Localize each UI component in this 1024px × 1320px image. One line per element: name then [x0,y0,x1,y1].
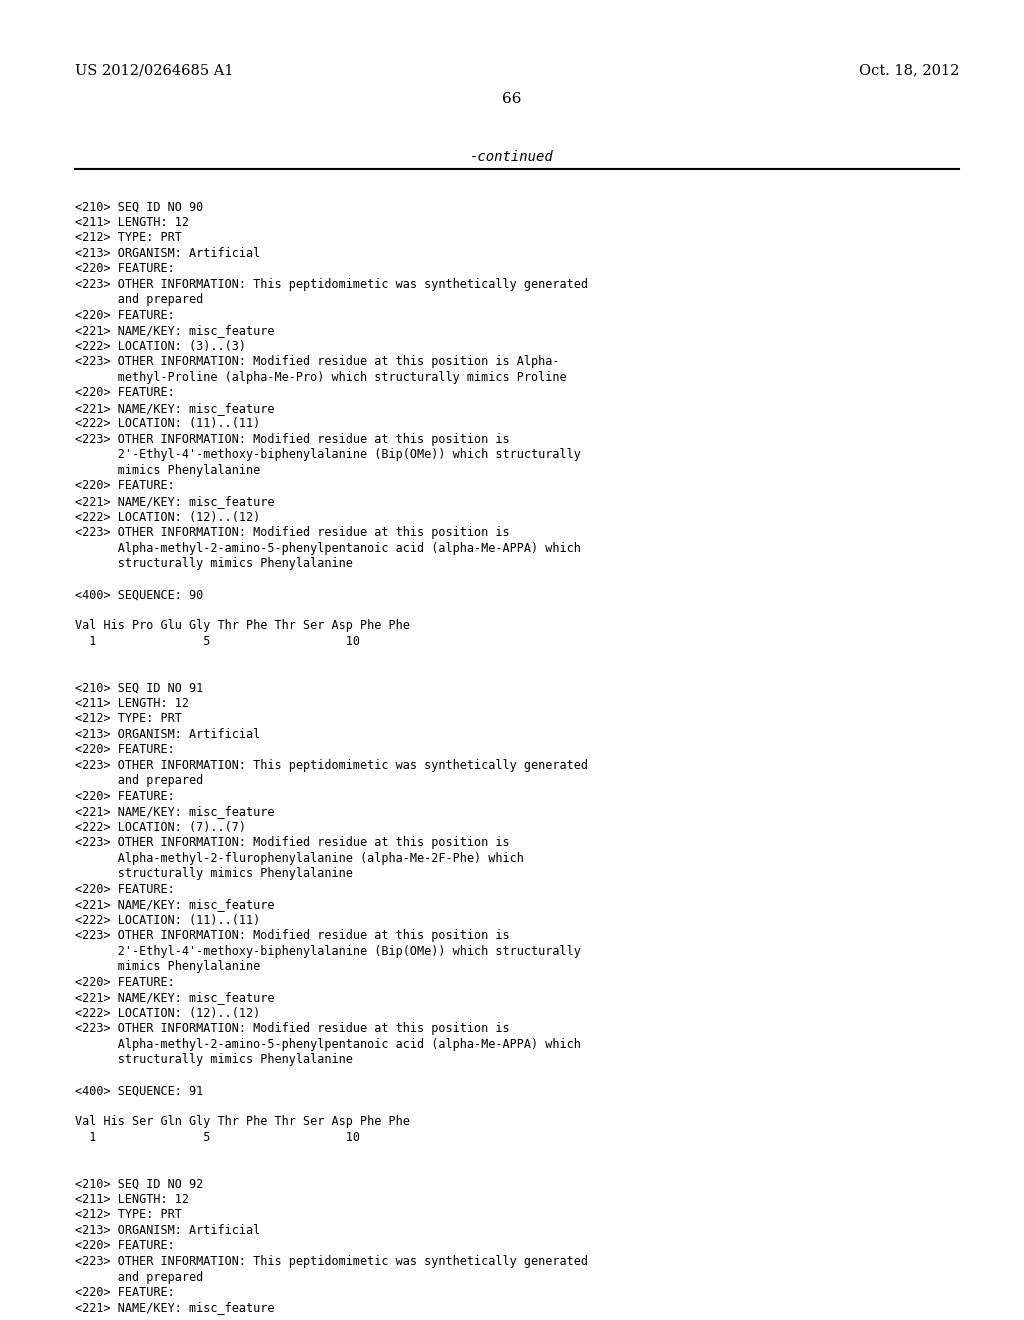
Text: <221> NAME/KEY: misc_feature: <221> NAME/KEY: misc_feature [75,495,274,508]
Text: Val His Ser Gln Gly Thr Phe Thr Ser Asp Phe Phe: Val His Ser Gln Gly Thr Phe Thr Ser Asp … [75,1115,410,1129]
Text: <222> LOCATION: (12)..(12): <222> LOCATION: (12)..(12) [75,511,260,524]
Text: <222> LOCATION: (11)..(11): <222> LOCATION: (11)..(11) [75,417,260,430]
Text: -continued: -continued [470,150,554,165]
Text: <223> OTHER INFORMATION: Modified residue at this position is: <223> OTHER INFORMATION: Modified residu… [75,527,509,539]
Text: <223> OTHER INFORMATION: Modified residue at this position is: <223> OTHER INFORMATION: Modified residu… [75,837,509,849]
Text: <400> SEQUENCE: 91: <400> SEQUENCE: 91 [75,1085,203,1097]
Text: <210> SEQ ID NO 92: <210> SEQ ID NO 92 [75,1177,203,1191]
Text: <223> OTHER INFORMATION: This peptidomimetic was synthetically generated: <223> OTHER INFORMATION: This peptidomim… [75,279,588,290]
Text: <221> NAME/KEY: misc_feature: <221> NAME/KEY: misc_feature [75,805,274,818]
Text: <221> NAME/KEY: misc_feature: <221> NAME/KEY: misc_feature [75,898,274,911]
Text: <213> ORGANISM: Artificial: <213> ORGANISM: Artificial [75,247,260,260]
Text: Oct. 18, 2012: Oct. 18, 2012 [859,63,959,78]
Text: <221> NAME/KEY: misc_feature: <221> NAME/KEY: misc_feature [75,401,274,414]
Text: US 2012/0264685 A1: US 2012/0264685 A1 [75,63,233,78]
Text: <220> FEATURE:: <220> FEATURE: [75,975,174,989]
Text: <213> ORGANISM: Artificial: <213> ORGANISM: Artificial [75,1224,260,1237]
Text: <212> TYPE: PRT: <212> TYPE: PRT [75,713,181,725]
Text: <220> FEATURE:: <220> FEATURE: [75,387,174,400]
Text: 2'-Ethyl-4'-methoxy-biphenylalanine (Bip(OMe)) which structurally: 2'-Ethyl-4'-methoxy-biphenylalanine (Bip… [75,449,581,462]
Text: <211> LENGTH: 12: <211> LENGTH: 12 [75,1193,188,1206]
Text: <220> FEATURE:: <220> FEATURE: [75,1286,174,1299]
Text: 1               5                   10: 1 5 10 [75,1131,359,1144]
Text: 66: 66 [502,92,522,107]
Text: and prepared: and prepared [75,774,203,787]
Text: <222> LOCATION: (3)..(3): <222> LOCATION: (3)..(3) [75,341,246,352]
Text: <220> FEATURE:: <220> FEATURE: [75,789,174,803]
Text: <223> OTHER INFORMATION: Modified residue at this position is: <223> OTHER INFORMATION: Modified residu… [75,929,509,942]
Text: <220> FEATURE:: <220> FEATURE: [75,309,174,322]
Text: structurally mimics Phenylalanine: structurally mimics Phenylalanine [75,557,352,570]
Text: <223> OTHER INFORMATION: This peptidomimetic was synthetically generated: <223> OTHER INFORMATION: This peptidomim… [75,1255,588,1269]
Text: <212> TYPE: PRT: <212> TYPE: PRT [75,231,181,244]
Text: <220> FEATURE:: <220> FEATURE: [75,1239,174,1253]
Text: and prepared: and prepared [75,293,203,306]
Text: Alpha-methyl-2-flurophenylalanine (alpha-Me-2F-Phe) which: Alpha-methyl-2-flurophenylalanine (alpha… [75,851,523,865]
Text: <222> LOCATION: (11)..(11): <222> LOCATION: (11)..(11) [75,913,260,927]
Text: <220> FEATURE:: <220> FEATURE: [75,479,174,492]
Text: <220> FEATURE:: <220> FEATURE: [75,883,174,896]
Text: <211> LENGTH: 12: <211> LENGTH: 12 [75,215,188,228]
Text: Alpha-methyl-2-amino-5-phenylpentanoic acid (alpha-Me-APPA) which: Alpha-methyl-2-amino-5-phenylpentanoic a… [75,1038,581,1051]
Text: <221> NAME/KEY: misc_feature: <221> NAME/KEY: misc_feature [75,1302,274,1315]
Text: methyl-Proline (alpha-Me-Pro) which structurally mimics Proline: methyl-Proline (alpha-Me-Pro) which stru… [75,371,566,384]
Text: <213> ORGANISM: Artificial: <213> ORGANISM: Artificial [75,727,260,741]
Text: <221> NAME/KEY: misc_feature: <221> NAME/KEY: misc_feature [75,325,274,338]
Text: structurally mimics Phenylalanine: structurally mimics Phenylalanine [75,867,352,880]
Text: Val His Pro Glu Gly Thr Phe Thr Ser Asp Phe Phe: Val His Pro Glu Gly Thr Phe Thr Ser Asp … [75,619,410,632]
Text: and prepared: and prepared [75,1270,203,1283]
Text: <223> OTHER INFORMATION: This peptidomimetic was synthetically generated: <223> OTHER INFORMATION: This peptidomim… [75,759,588,772]
Text: mimics Phenylalanine: mimics Phenylalanine [75,961,260,973]
Text: <222> LOCATION: (12)..(12): <222> LOCATION: (12)..(12) [75,1007,260,1020]
Text: structurally mimics Phenylalanine: structurally mimics Phenylalanine [75,1053,352,1067]
Text: <212> TYPE: PRT: <212> TYPE: PRT [75,1209,181,1221]
Text: <220> FEATURE:: <220> FEATURE: [75,743,174,756]
Text: <400> SEQUENCE: 90: <400> SEQUENCE: 90 [75,589,203,601]
Text: <223> OTHER INFORMATION: Modified residue at this position is: <223> OTHER INFORMATION: Modified residu… [75,433,509,446]
Text: <221> NAME/KEY: misc_feature: <221> NAME/KEY: misc_feature [75,991,274,1005]
Text: <222> LOCATION: (7)..(7): <222> LOCATION: (7)..(7) [75,821,246,834]
Text: Alpha-methyl-2-amino-5-phenylpentanoic acid (alpha-Me-APPA) which: Alpha-methyl-2-amino-5-phenylpentanoic a… [75,541,581,554]
Text: <223> OTHER INFORMATION: Modified residue at this position is Alpha-: <223> OTHER INFORMATION: Modified residu… [75,355,559,368]
Text: <210> SEQ ID NO 91: <210> SEQ ID NO 91 [75,681,203,694]
Text: <211> LENGTH: 12: <211> LENGTH: 12 [75,697,188,710]
Text: <223> OTHER INFORMATION: Modified residue at this position is: <223> OTHER INFORMATION: Modified residu… [75,1022,509,1035]
Text: 2'-Ethyl-4'-methoxy-biphenylalanine (Bip(OMe)) which structurally: 2'-Ethyl-4'-methoxy-biphenylalanine (Bip… [75,945,581,958]
Text: <220> FEATURE:: <220> FEATURE: [75,263,174,276]
Text: <210> SEQ ID NO 90: <210> SEQ ID NO 90 [75,201,203,214]
Text: mimics Phenylalanine: mimics Phenylalanine [75,465,260,477]
Text: 1               5                   10: 1 5 10 [75,635,359,648]
